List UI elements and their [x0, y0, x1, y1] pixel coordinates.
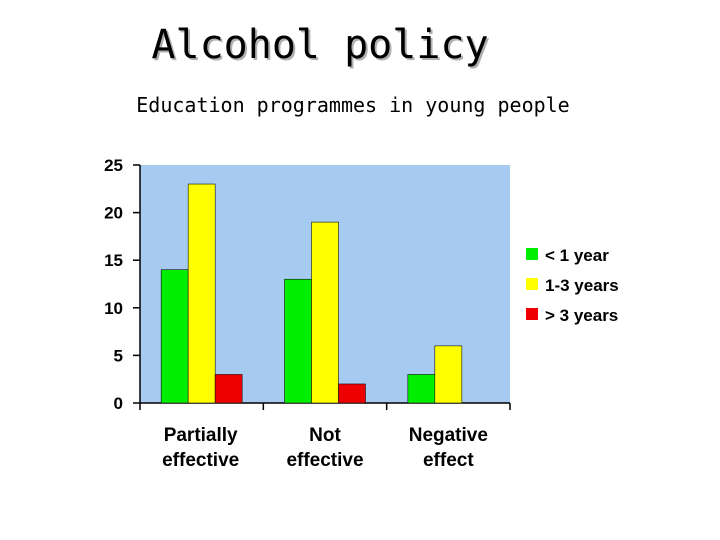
legend-label-1: < 1 year [545, 246, 609, 265]
y-tick-label-0: 0 [114, 394, 123, 413]
legend-swatch-3 [526, 308, 538, 320]
bar-1-1 [160, 269, 189, 404]
y-tick-label-3: 15 [104, 251, 123, 270]
legend-swatch-2 [526, 278, 538, 290]
legend-swatch-1 [526, 248, 538, 260]
category-label-3-line-1: Negative [409, 425, 488, 446]
y-tick-label-2: 10 [104, 299, 123, 318]
category-label-1-line-2: effective [162, 450, 239, 471]
chart-subtitle: Education programmes in young people [136, 93, 570, 117]
bar-1-2 [284, 278, 312, 404]
bar-2-1 [187, 183, 216, 404]
slide-title: Alcohol policy [151, 22, 489, 68]
category-label-3-line-2: effect [423, 450, 474, 471]
bar-2-3 [434, 345, 463, 404]
category-label-2-line-2: effective [286, 450, 363, 471]
bar-3-2 [338, 383, 366, 404]
y-tick-label-5: 25 [104, 156, 123, 175]
y-tick-label-4: 20 [104, 204, 123, 223]
category-label-1-line-1: Partially [164, 425, 238, 446]
y-tick-label-1: 5 [114, 346, 123, 365]
legend-label-2: 1-3 years [545, 276, 619, 295]
bar-2-2 [311, 221, 339, 404]
category-label-2-line-1: Not [309, 425, 341, 446]
bar-3-1 [214, 374, 243, 404]
bar-1-3 [407, 374, 436, 404]
legend-label-3: > 3 years [545, 306, 618, 325]
